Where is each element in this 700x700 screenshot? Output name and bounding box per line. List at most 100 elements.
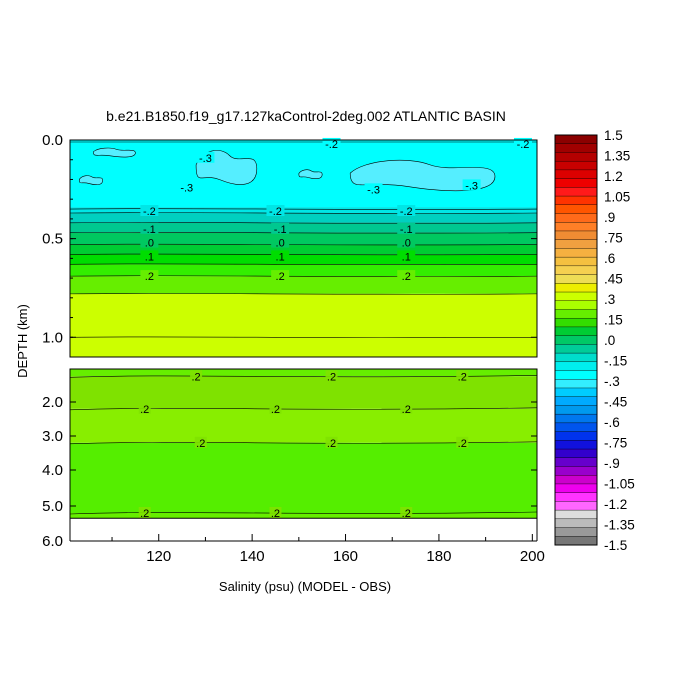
colorbar-label-1: 1.35 xyxy=(604,149,630,164)
upper-patch-1 xyxy=(298,169,323,180)
colorbar-swatch-11 xyxy=(554,230,598,241)
colorbar-label-16: -.9 xyxy=(604,456,620,471)
colorbar-swatch-35 xyxy=(554,440,598,450)
colorbar-label-7: .45 xyxy=(604,272,623,287)
colorbar-swatch-28 xyxy=(554,379,598,389)
upper-contour-label-7: .0 xyxy=(276,238,285,250)
lower-band-4 xyxy=(70,513,537,519)
y-lower-tick-label-4: 6.0 xyxy=(42,533,63,550)
upper-frame xyxy=(69,139,538,358)
colorbar-swatch-1 xyxy=(554,143,598,153)
upper-patch-4 xyxy=(93,147,136,158)
upper-contour-label-19: -.2 xyxy=(325,139,338,151)
colorbar-swatch-10 xyxy=(554,222,598,232)
colorbar-label-15: -.75 xyxy=(604,436,627,451)
lower-contour-label-9: .2 xyxy=(140,508,149,520)
x-tick-label-2: 160 xyxy=(333,548,358,565)
colorbar-swatch-8 xyxy=(554,204,598,215)
upper-contour-3 xyxy=(69,231,538,234)
lower-label-bg-8 xyxy=(456,436,469,448)
colorbar-label-2: 1.2 xyxy=(604,169,623,184)
upper-label-bg-20 xyxy=(513,137,532,149)
upper-contour-label-13: .2 xyxy=(276,271,285,283)
upper-label-bg-2 xyxy=(397,205,416,217)
colorbar-swatch-46 xyxy=(554,536,598,546)
upper-contour-label-12: .2 xyxy=(145,271,154,283)
upper-label-bg-15 xyxy=(196,151,215,163)
lower-label-bg-0 xyxy=(190,370,203,382)
lower-contour-1 xyxy=(69,407,538,411)
upper-contour-6 xyxy=(69,263,538,266)
lower-label-bg-2 xyxy=(456,370,469,382)
y-lower-tick-label-2: 4.0 xyxy=(42,462,63,479)
upper-band-5 xyxy=(70,244,537,255)
upper-label-bg-14 xyxy=(397,270,416,282)
colorbar-swatch-33 xyxy=(554,422,598,433)
colorbar-swatch-37 xyxy=(554,457,598,467)
upper-band-2 xyxy=(70,212,537,223)
x-axis-label: Salinity (psu) (MODEL - OBS) xyxy=(219,579,391,594)
colorbar-swatch-26 xyxy=(554,361,598,372)
colorbar-swatch-13 xyxy=(554,248,598,258)
colorbar-swatch-43 xyxy=(554,509,598,520)
x-tick-label-0: 120 xyxy=(146,548,171,565)
upper-band-1 xyxy=(70,207,537,213)
lower-label-bg-4 xyxy=(269,402,282,414)
colorbar-label-12: -.3 xyxy=(604,374,620,389)
colorbar-swatch-4 xyxy=(554,169,598,180)
colorbar-swatch-18 xyxy=(554,291,598,302)
upper-label-bg-11 xyxy=(397,250,416,262)
upper-contour-5 xyxy=(69,253,538,256)
colorbar-label-20: -1.5 xyxy=(604,538,627,553)
lower-label-bg-6 xyxy=(194,436,207,448)
lower-label-bg-11 xyxy=(400,507,413,518)
x-tick-label-1: 140 xyxy=(240,548,265,565)
upper-label-bg-1 xyxy=(266,205,285,217)
colorbar-label-19: -1.35 xyxy=(604,518,635,533)
colorbar-swatch-38 xyxy=(554,466,598,476)
y-lower-tick-label-3: 5.0 xyxy=(42,498,63,515)
colorbar-label-8: .3 xyxy=(604,292,615,307)
x-tick-label-4: 200 xyxy=(520,548,545,565)
colorbar-swatch-44 xyxy=(554,518,598,529)
y-upper-tick-label-0: 0.0 xyxy=(42,132,63,149)
upper-label-bg-18 xyxy=(462,179,481,191)
colorbar-label-4: .9 xyxy=(604,210,615,225)
upper-contour-label-20: -.2 xyxy=(517,139,530,151)
upper-label-bg-13 xyxy=(271,270,290,282)
colorbar-label-14: -.6 xyxy=(604,415,620,430)
colorbar-swatch-0 xyxy=(554,134,598,145)
upper-label-bg-6 xyxy=(140,236,159,248)
colorbar-frame xyxy=(554,134,598,546)
y-upper-tick-label-2: 1.0 xyxy=(42,329,63,346)
lower-contour-label-3: .2 xyxy=(140,404,149,416)
y-lower-tick-label-1: 3.0 xyxy=(42,428,63,445)
colorbar-swatch-29 xyxy=(554,387,598,398)
x-axis: 120 140 160 180 200 xyxy=(111,534,545,565)
upper-label-bg-9 xyxy=(140,250,159,262)
colorbar-swatch-15 xyxy=(554,265,598,276)
upper-contour-label-16: -.3 xyxy=(180,182,193,194)
colorbar-swatch-9 xyxy=(554,213,598,223)
colorbar-swatch-17 xyxy=(554,283,598,293)
colorbar-swatch-24 xyxy=(554,344,598,354)
colorbar-swatch-6 xyxy=(554,187,598,197)
colorbar-swatch-42 xyxy=(554,501,598,511)
lower-contour-label-8: .2 xyxy=(458,438,467,450)
colorbar-label-0: 1.5 xyxy=(604,128,623,143)
upper-label-bg-10 xyxy=(271,250,290,262)
colorbar-label-5: .75 xyxy=(604,231,623,246)
colorbar-swatch-36 xyxy=(554,448,598,459)
upper-label-bg-12 xyxy=(140,270,159,282)
lower-contour-label-0: .2 xyxy=(191,371,200,383)
lower-band-3 xyxy=(70,442,537,513)
colorbar-swatch-41 xyxy=(554,492,598,502)
colorbar-swatch-23 xyxy=(554,335,598,345)
upper-patch-3 xyxy=(79,175,103,185)
colorbar-label-3: 1.05 xyxy=(604,190,630,205)
colorbar-swatch-12 xyxy=(554,239,598,249)
lower-band-0 xyxy=(70,369,537,377)
upper-contour-label-3: -.1 xyxy=(143,224,156,236)
upper-label-bg-3 xyxy=(140,222,159,234)
upper-contour-label-8: .0 xyxy=(402,238,411,250)
